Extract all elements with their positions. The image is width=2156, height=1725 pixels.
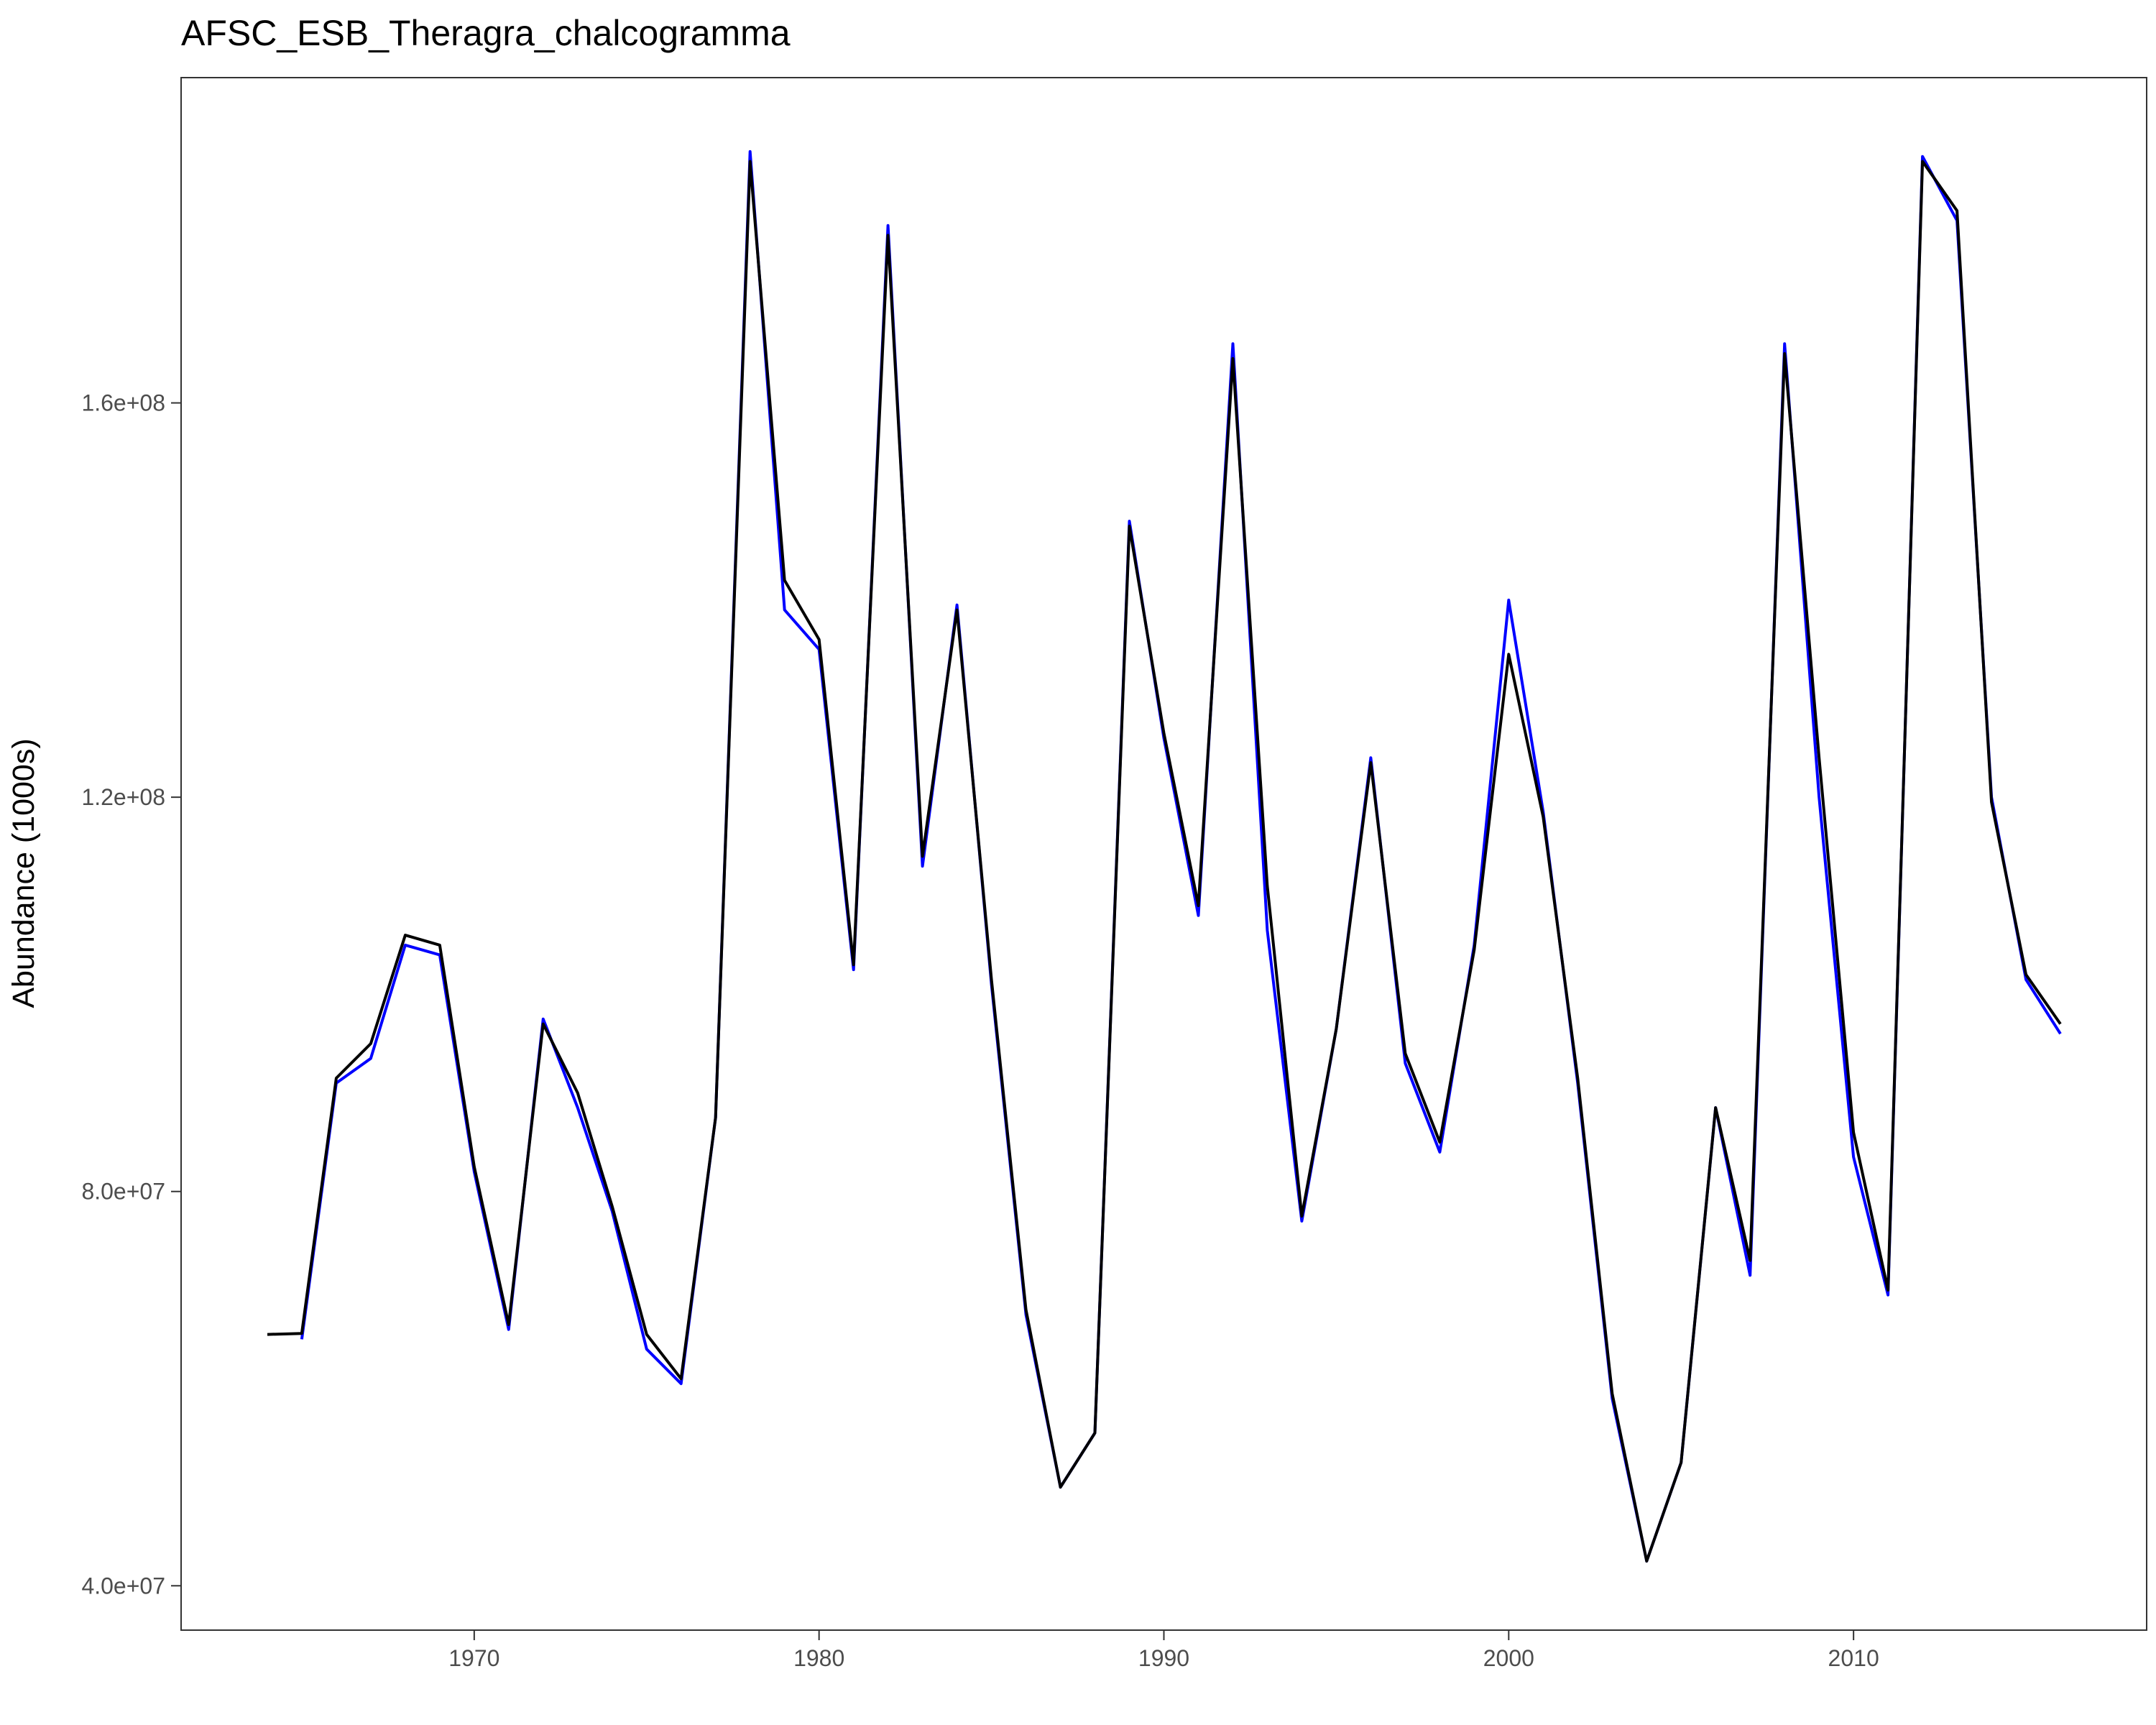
series-layer (267, 150, 2062, 1563)
x-axis: 1970 1980 1990 2000 2010 (448, 1630, 1879, 1671)
x-tick-label: 2000 (1483, 1645, 1534, 1671)
x-tick-label: 1980 (793, 1645, 844, 1671)
y-tick-label: 1.6e+08 (81, 390, 165, 416)
y-tick-label: 4.0e+07 (81, 1573, 165, 1598)
y-axis-label: Abundance (1000s) (6, 738, 41, 1008)
plot-panel (180, 77, 2147, 1631)
x-tick-label: 2010 (1828, 1645, 1879, 1671)
y-tick-label: 1.2e+08 (81, 784, 165, 810)
series-line-2 (267, 160, 2062, 1563)
y-tick-label: 8.0e+07 (81, 1179, 165, 1205)
y-axis: 4.0e+07 8.0e+07 1.2e+08 1.6e+08 (81, 390, 181, 1598)
chart-title: AFSC_ESB_Theragra_chalcogramma (181, 13, 791, 53)
x-tick-label: 1990 (1138, 1645, 1189, 1671)
x-tick-label: 1970 (448, 1645, 499, 1671)
